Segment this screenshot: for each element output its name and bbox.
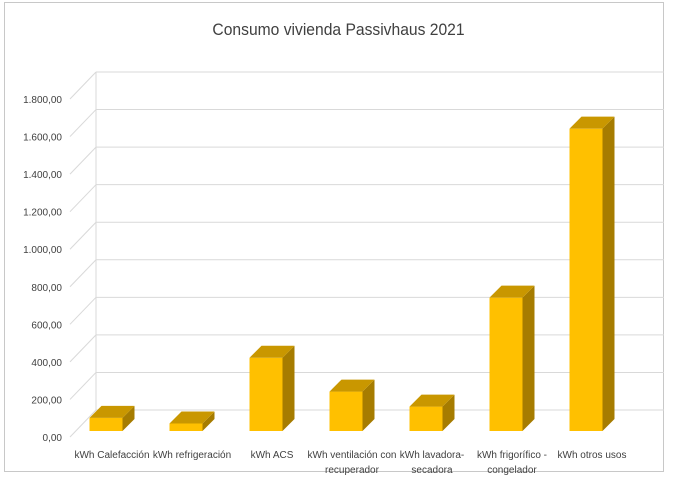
gridline-diagonal bbox=[69, 259, 97, 288]
bar-front bbox=[169, 423, 203, 431]
bar-side bbox=[442, 394, 455, 431]
bar bbox=[89, 405, 135, 431]
category-label: kWh refrigeración bbox=[153, 450, 231, 461]
y-tick-label: 1.600,00 bbox=[23, 133, 62, 144]
bar-side bbox=[122, 405, 135, 431]
bar-front bbox=[329, 391, 363, 431]
category-label: kWh otros usos bbox=[558, 450, 627, 461]
y-tick-label: 1.000,00 bbox=[23, 245, 62, 256]
category-label: kWh ACS bbox=[251, 450, 294, 461]
bar-top bbox=[329, 379, 375, 392]
y-axis-labels: 0,00 200,00 400,00 600,00 800,00 1.000,00 1.20… bbox=[23, 95, 62, 444]
bar-front bbox=[569, 128, 603, 431]
category-label: kWh frigorífico - bbox=[477, 450, 547, 461]
gridline-diagonal bbox=[69, 296, 97, 325]
bar bbox=[409, 394, 455, 431]
bar-side bbox=[362, 379, 375, 431]
gridline-diagonal bbox=[69, 109, 97, 137]
y-tick-label: 200,00 bbox=[31, 395, 62, 406]
y-tick-label: 1.200,00 bbox=[23, 208, 62, 219]
y-tick-label: 1.800,00 bbox=[23, 95, 62, 106]
bar-side bbox=[522, 285, 535, 431]
bar-front bbox=[249, 357, 283, 431]
category-label: kWh Calefacción bbox=[74, 450, 149, 461]
bar-top bbox=[409, 394, 455, 407]
gridline-diagonal bbox=[69, 184, 97, 213]
y-tick-label: 400,00 bbox=[31, 358, 62, 369]
bar-front bbox=[89, 417, 123, 431]
bar-top bbox=[169, 411, 215, 424]
bar-side bbox=[202, 411, 215, 431]
category-label: kWh lavadora- bbox=[400, 450, 464, 461]
bar-top bbox=[489, 285, 535, 298]
y-tick-label: 1.400,00 bbox=[23, 170, 62, 181]
y-tick-label: 800,00 bbox=[31, 283, 62, 294]
gridline-diagonal bbox=[69, 146, 97, 175]
gridline-diagonal bbox=[69, 71, 97, 100]
bar bbox=[569, 116, 615, 431]
bar-top bbox=[249, 345, 295, 358]
category-label: congelador bbox=[487, 465, 537, 476]
bar bbox=[489, 285, 535, 431]
chart-title: Consumo vivienda Passivhaus 2021 bbox=[212, 20, 465, 39]
category-label: recuperador bbox=[325, 465, 380, 476]
bar-side bbox=[282, 345, 295, 431]
y-tick-label: 0,00 bbox=[43, 433, 63, 444]
bar-top bbox=[89, 405, 135, 418]
category-label: kWh ventilación con bbox=[308, 450, 397, 461]
category-label: secadora bbox=[411, 465, 453, 476]
bar-top bbox=[569, 116, 615, 129]
gridline-diagonal bbox=[69, 334, 97, 363]
bar-front bbox=[489, 297, 523, 431]
grid-layer bbox=[69, 71, 664, 438]
bars-layer bbox=[89, 116, 615, 431]
bar bbox=[249, 345, 295, 431]
gridline-diagonal bbox=[69, 221, 97, 250]
bar bbox=[329, 379, 375, 431]
y-tick-label: 600,00 bbox=[31, 320, 62, 331]
gridline-diagonal bbox=[69, 409, 97, 438]
bar-front bbox=[409, 406, 443, 431]
category-labels: kWh Calefacción kWh refrigeración kWh ACS k… bbox=[74, 450, 626, 476]
bar bbox=[169, 411, 215, 431]
bar-side bbox=[602, 116, 615, 431]
gridline-diagonal bbox=[69, 372, 97, 400]
